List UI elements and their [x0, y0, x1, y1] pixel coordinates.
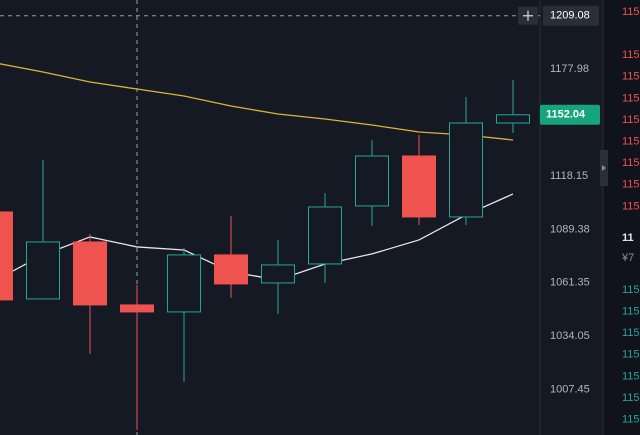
candle-body [449, 122, 483, 218]
y-tick-label: 1007.45 [550, 384, 590, 396]
plus-icon [523, 10, 533, 21]
bid-price: 115 [622, 392, 640, 404]
candle-body [261, 264, 295, 284]
ask-price: 115 [622, 179, 640, 191]
y-tick-label: 1061.35 [550, 277, 590, 289]
ma-line [0, 193, 514, 281]
candle-body [214, 254, 248, 285]
last-price-box [540, 104, 600, 125]
bid-price: 115 [622, 414, 640, 426]
candle-body [73, 241, 107, 306]
bid-price: 115 [622, 327, 640, 339]
ma-line [0, 63, 514, 141]
ask-price: 115 [622, 114, 640, 126]
y-tick-label: 1118.15 [550, 170, 588, 182]
ask-price: 115 [622, 200, 640, 212]
candle-body [0, 211, 13, 301]
ask-price: 115 [622, 136, 640, 148]
crosshair-label-box [543, 5, 599, 26]
bid-price: 115 [622, 349, 640, 361]
order-book-panel [603, 0, 640, 435]
fiat-price: ¥7 [621, 252, 634, 264]
crosshair-label: 1209.08 [550, 10, 590, 22]
bid-price: 115 [622, 306, 640, 318]
candle-body [355, 155, 389, 207]
candle-body [402, 155, 436, 218]
candle-body [308, 206, 342, 265]
y-tick-label: 1177.98 [550, 63, 589, 75]
ask-price: 115 [622, 92, 640, 104]
ask-price: 115 [622, 157, 640, 169]
y-tick-label: 1089.38 [550, 223, 590, 235]
bid-price: 115 [622, 284, 640, 296]
last-trade: 11 [622, 232, 634, 244]
candle-body [26, 241, 60, 300]
candle-body [167, 254, 201, 313]
collapse-arrow [602, 165, 606, 171]
last-price-label: 1152.04 [546, 109, 586, 121]
plot [0, 63, 530, 430]
y-tick-label: 1034.05 [550, 330, 590, 342]
candle-body [120, 304, 154, 313]
ask-price: 115 [622, 6, 640, 18]
bid-price: 115 [622, 370, 640, 382]
candle-body [496, 114, 530, 124]
ask-price: 115 [622, 49, 640, 61]
ask-price: 115 [622, 71, 640, 83]
